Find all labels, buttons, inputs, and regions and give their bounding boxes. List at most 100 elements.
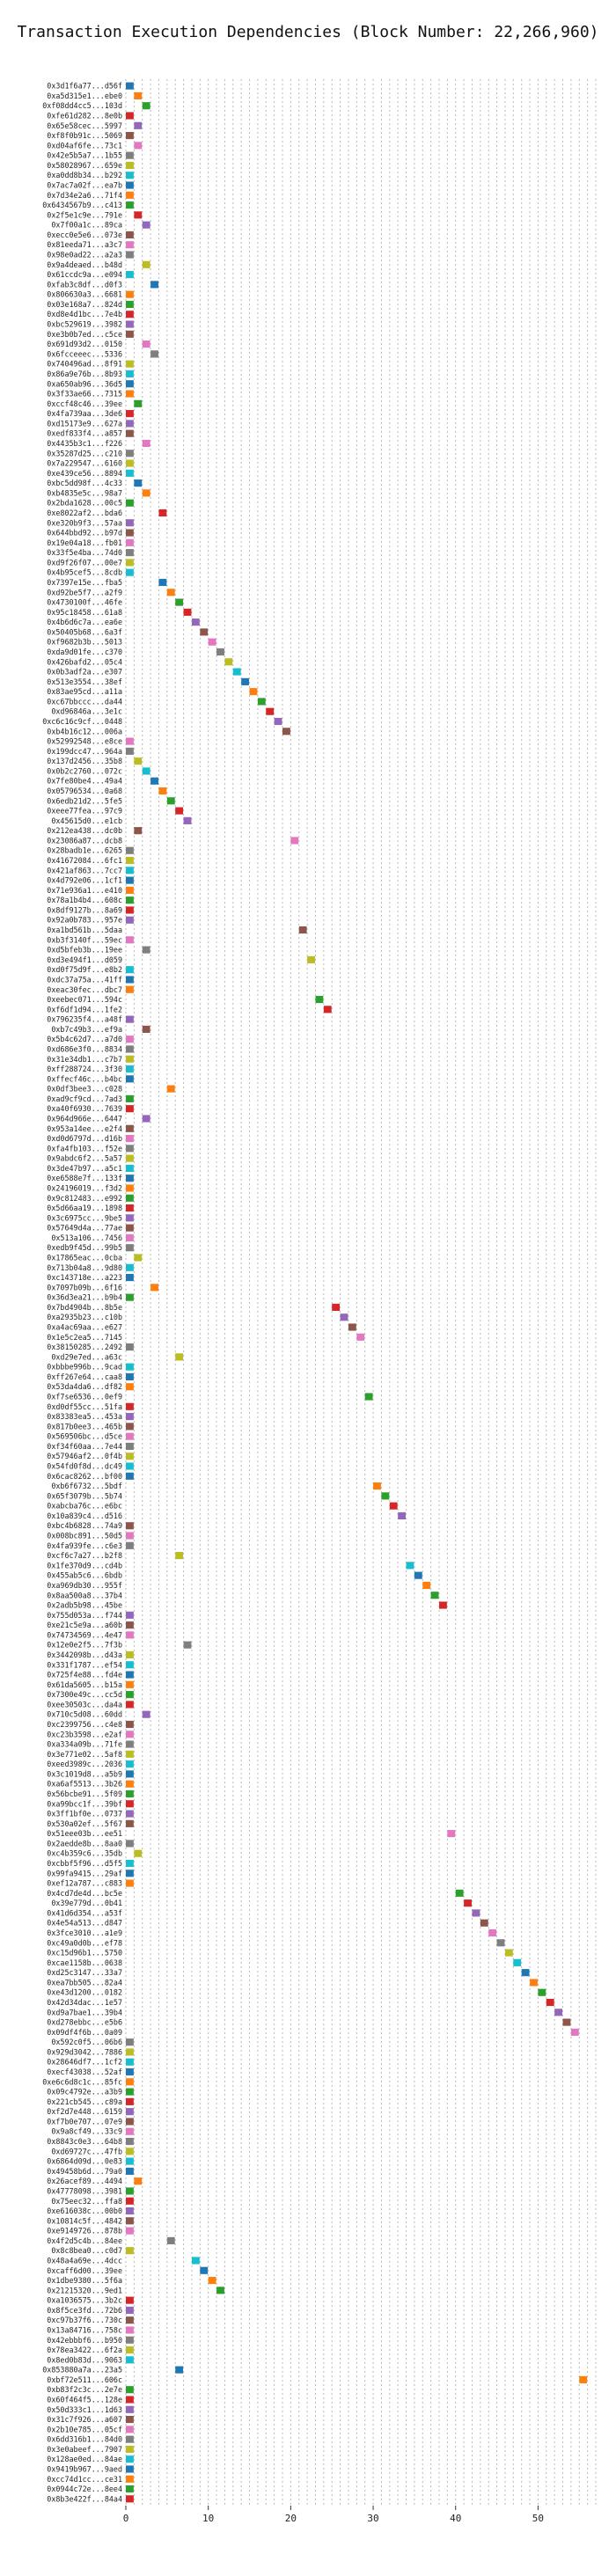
execution-bar: [126, 1870, 134, 1877]
execution-bar: [200, 2266, 209, 2274]
execution-bar: [332, 1303, 341, 1311]
transaction-label: 0x74734569...4e47: [47, 1630, 122, 1639]
transaction-label: 0xf2d7e448...6159: [47, 2107, 122, 2116]
transaction-label: 0xd04af6fe...73c1: [47, 141, 122, 150]
transaction-label: 0x3ff1bf0e...0737: [47, 1810, 122, 1819]
transaction-label: 0x3fce3010...a1e9: [47, 1928, 122, 1937]
execution-bar: [126, 936, 134, 944]
execution-bar: [126, 2306, 134, 2314]
execution-bar: [126, 2336, 134, 2344]
execution-bar: [166, 797, 175, 805]
transaction-label: 0x199dcc47...964a: [47, 747, 122, 756]
transaction-label: 0xf7b0e707...07e9: [47, 2117, 122, 2126]
execution-bar: [530, 1979, 538, 1987]
transaction-label: 0xecf43038...52af: [47, 2067, 122, 2076]
execution-bar: [126, 1522, 134, 1530]
execution-bar: [414, 1571, 422, 1579]
execution-bar: [126, 1731, 134, 1738]
transaction-label: 0x008bc891...50d5: [47, 1532, 122, 1540]
transaction-label: 0x691d93d2...0150: [47, 340, 122, 348]
transaction-label: 0xa0dd8b34...b292: [47, 171, 122, 179]
transaction-label: 0x128ae0ed...84ae: [47, 2455, 122, 2463]
transaction-label: 0x83383ea5...453a: [47, 1412, 122, 1421]
transaction-label: 0x4e54a513...d847: [47, 1919, 122, 1928]
execution-bar: [126, 568, 134, 576]
transaction-label: 0xfe61d282...8e0b: [47, 112, 122, 121]
transaction-label: 0x3c1019d8...a5b9: [47, 1769, 122, 1778]
execution-bar: [126, 2415, 134, 2424]
transaction-label: 0xe6588e7f...133f: [47, 1174, 122, 1182]
execution-bar: [126, 1840, 134, 1848]
transaction-label: 0x35287d25...c210: [47, 449, 122, 457]
transaction-label: 0x713b04a8...9d80: [47, 1263, 122, 1272]
execution-bar: [126, 2058, 134, 2066]
transaction-label: 0x7ac7a02f...ea7b: [47, 181, 122, 190]
transaction-label: 0xff288724...3f30: [47, 1065, 122, 1073]
execution-bar: [126, 2247, 134, 2255]
transaction-label: 0x51eee03b...ee51: [47, 1829, 122, 1838]
transaction-label: 0x6dd316b1...84d0: [47, 2435, 122, 2444]
execution-bar: [298, 926, 307, 934]
execution-bar: [126, 1661, 134, 1669]
transaction-label: 0xc97b37f6...730c: [47, 2316, 122, 2324]
transaction-label: 0xd278ebbc...e5b6: [47, 2018, 122, 2027]
transaction-label: 0xeee77fea...97c9: [47, 807, 122, 816]
transaction-label: 0x1dbe9380...5f6a: [47, 2276, 122, 2285]
execution-bar: [158, 787, 167, 795]
execution-bar: [126, 271, 134, 279]
execution-bar: [126, 1453, 134, 1460]
transaction-label: 0x17865eac...0cba: [47, 1253, 122, 1262]
execution-bar: [126, 1760, 134, 1768]
transaction-label: 0x2b10e785...05cf: [47, 2425, 122, 2433]
transaction-label: 0x12e0e2f5...7f3b: [47, 1641, 122, 1650]
execution-bar: [126, 1442, 134, 1451]
transaction-label: 0x92a0b783...957e: [47, 916, 122, 925]
execution-bar: [126, 1204, 134, 1212]
execution-bar: [126, 1462, 134, 1470]
execution-bar: [126, 1413, 134, 1421]
transaction-label: 0xf34f60aa...7e44: [47, 1442, 122, 1451]
transaction-label: 0x26acef89...4494: [47, 2177, 122, 2185]
transaction-label: 0x3c6975cc...9be5: [47, 1213, 122, 1222]
execution-bar: [126, 985, 134, 993]
transaction-label: 0xf08dd4cc5...103d: [42, 101, 122, 110]
transaction-label: 0xe43d1200...0182: [47, 1988, 122, 1997]
transaction-label: 0x21215320...9ed1: [47, 2286, 122, 2294]
transaction-label: 0x710c5d08...60dd: [47, 1710, 122, 1719]
execution-bar: [126, 896, 134, 904]
execution-bar: [554, 2009, 563, 2016]
execution-bar: [126, 2038, 134, 2046]
execution-bar: [126, 330, 134, 338]
transaction-label: 0xf7se6536...0ef9: [47, 1393, 122, 1401]
execution-bar: [134, 1254, 143, 1262]
transaction-label: 0x49458b6d...79a0: [47, 2167, 122, 2176]
execution-bar: [126, 2455, 134, 2463]
execution-bar: [126, 1800, 134, 1808]
execution-bars: [126, 82, 588, 2503]
transaction-label: 0x31e34db1...c7b7: [47, 1055, 122, 1064]
transaction-label: 0xef12a787...c883: [47, 1879, 122, 1888]
execution-bar: [126, 976, 134, 984]
transaction-label: 0xa40f6930...7639: [47, 1104, 122, 1113]
execution-bar: [158, 509, 167, 517]
transaction-label: 0x9c812483...e992: [47, 1194, 122, 1203]
execution-bar: [126, 1423, 134, 1431]
transaction-label: 0x4d792e06...1cf1: [47, 876, 122, 885]
execution-bar: [126, 469, 134, 477]
transaction-label: 0x48a4a69e...4dcc: [47, 2256, 122, 2265]
execution-bar: [126, 2127, 134, 2135]
execution-bar: [126, 2435, 134, 2443]
x-tick-label: 10: [202, 2513, 214, 2524]
x-axis: 0 10 20 30 40 50: [123, 2506, 544, 2524]
execution-bar: [315, 995, 324, 1004]
transaction-label: 0x4730100f...46fe: [47, 598, 122, 607]
transaction-label: 0xc6c16c9cf...0448: [42, 717, 122, 726]
execution-bar: [200, 628, 209, 636]
execution-bar: [472, 1909, 480, 1917]
transaction-label: 0x42ebbbf6...b950: [47, 2336, 122, 2345]
execution-bar: [126, 2187, 134, 2195]
execution-bar: [166, 2236, 175, 2244]
execution-bar: [126, 420, 134, 428]
execution-bar: [126, 529, 134, 537]
transaction-label: 0x4fa739aa...3de6: [47, 409, 122, 418]
